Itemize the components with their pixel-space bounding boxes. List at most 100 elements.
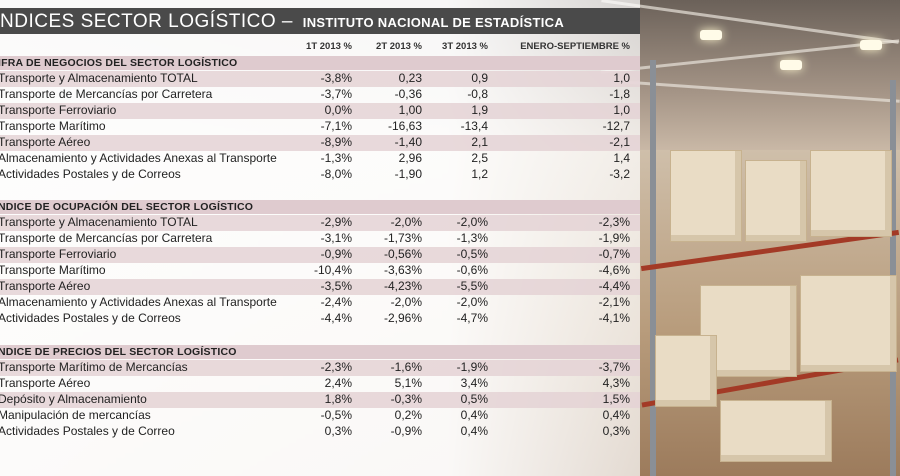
cell-1t: 1,8% [290, 392, 352, 408]
cell-3t: 3,4% [432, 376, 488, 392]
cell-3t: 0,4% [432, 424, 488, 440]
title-bar: NDICES SECTOR LOGÍSTICO – INSTITUTO NACI… [0, 8, 640, 34]
cell-ene-sep: -2,1% [560, 295, 630, 311]
section-title-cifra-negocios: IFRA DE NEGOCIOS DEL SECTOR LOGÍSTICO [0, 56, 640, 70]
row-label: Transporte y Almacenamiento TOTAL [0, 71, 198, 87]
cell-ene-sep: 1,4 [560, 151, 630, 167]
table-row: Almacenamiento y Actividades Anexas al T… [0, 295, 640, 311]
cell-1t: -0,9% [290, 247, 352, 263]
cell-2t: 2,96 [365, 151, 422, 167]
table-row: Transporte y Almacenamiento TOTAL -2,9% … [0, 215, 640, 231]
ceiling-light [780, 60, 802, 70]
cell-3t: 0,5% [432, 392, 488, 408]
cell-3t: -0,6% [432, 263, 488, 279]
cell-3t: 1,9 [432, 103, 488, 119]
section-title-precios: NDICE DE PRECIOS DEL SECTOR LOGÍSTICO [0, 345, 640, 359]
cell-1t: -7,1% [290, 119, 352, 135]
cell-2t: 5,1% [365, 376, 422, 392]
table-row: Actividades Postales y de Correo 0,3% -0… [0, 424, 640, 440]
carton-stack [720, 400, 832, 462]
table-row: Depósito y Almacenamiento 1,8% -0,3% 0,5… [0, 392, 640, 408]
table-row: Transporte Marítimo -7,1% -16,63 -13,4 -… [0, 119, 640, 135]
title-separator: – [282, 11, 293, 32]
cell-1t: -8,9% [290, 135, 352, 151]
column-header-3t: 3T 2013 % [428, 41, 488, 52]
carton-stack [655, 335, 717, 407]
carton-stack [745, 160, 807, 242]
cell-3t: -0,5% [432, 247, 488, 263]
cell-2t: -1,40 [365, 135, 422, 151]
cell-ene-sep: -2,1 [560, 135, 630, 151]
cell-1t: -2,3% [290, 360, 352, 376]
table-row: Transporte Aéreo -3,5% -4,23% -5,5% -4,4… [0, 279, 640, 295]
cell-2t: 1,00 [365, 103, 422, 119]
row-label: Transporte Marítimo [0, 263, 106, 279]
row-label: Transporte Marítimo [0, 119, 106, 135]
cell-3t: -5,5% [432, 279, 488, 295]
cell-ene-sep: -0,7% [560, 247, 630, 263]
row-label: Transporte Aéreo [0, 376, 90, 392]
row-label: Transporte Ferroviario [0, 247, 116, 263]
table-row: Almacenamiento y Actividades Anexas al T… [0, 151, 640, 167]
row-label: Actividades Postales y de Correos [0, 167, 181, 183]
carton-stack [810, 150, 892, 237]
cell-1t: -4,4% [290, 311, 352, 327]
column-header-1t: 1T 2013 % [290, 41, 352, 52]
table-row: Transporte Aéreo 2,4% 5,1% 3,4% 4,3% [0, 376, 640, 392]
cell-3t: -1,9% [432, 360, 488, 376]
cell-3t: 0,4% [432, 408, 488, 424]
cell-2t: 0,2% [365, 408, 422, 424]
ceiling-light [700, 30, 722, 40]
cell-3t: -4,7% [432, 311, 488, 327]
title-text: NDICES SECTOR LOGÍSTICO [0, 11, 276, 32]
cell-2t: -4,23% [365, 279, 422, 295]
cell-3t: -13,4 [432, 119, 488, 135]
carton-stack [670, 150, 742, 242]
row-label: Transporte Aéreo [0, 279, 90, 295]
table-row: Transporte de Mercancías por Carretera -… [0, 87, 640, 103]
cell-ene-sep: -4,1% [560, 311, 630, 327]
cell-ene-sep: 0,3% [560, 424, 630, 440]
row-label: Transporte Aéreo [0, 135, 90, 151]
cell-3t: 2,1 [432, 135, 488, 151]
cell-1t: -2,9% [290, 215, 352, 231]
row-label: Almacenamiento y Actividades Anexas al T… [0, 295, 277, 311]
table-row: Transporte Ferroviario 0,0% 1,00 1,9 1,0 [0, 103, 640, 119]
row-label: Almacenamiento y Actividades Anexas al T… [0, 151, 277, 167]
row-label: Actividades Postales y de Correo [0, 424, 175, 440]
cell-2t: -2,0% [365, 295, 422, 311]
row-label: Transporte y Almacenamiento TOTAL [0, 215, 198, 231]
cell-1t: -3,5% [290, 279, 352, 295]
table-row: Transporte Aéreo -8,9% -1,40 2,1 -2,1 [0, 135, 640, 151]
cell-1t: -1,3% [290, 151, 352, 167]
cell-ene-sep: -1,8 [560, 87, 630, 103]
cell-ene-sep: -4,4% [560, 279, 630, 295]
cell-3t: 2,5 [432, 151, 488, 167]
cell-3t: -2,0% [432, 215, 488, 231]
cell-ene-sep: 0,4% [560, 408, 630, 424]
row-label: Depósito y Almacenamiento [0, 392, 147, 408]
row-label: Transporte de Mercancías por Carretera [0, 231, 212, 247]
cell-ene-sep: -2,3% [560, 215, 630, 231]
table-row: Transporte Ferroviario -0,9% -0,56% -0,5… [0, 247, 640, 263]
cell-3t: -1,3% [432, 231, 488, 247]
section-title-ocupacion: NDICE DE OCUPACIÓN DEL SECTOR LOGÍSTICO [0, 200, 640, 214]
row-label: Actividades Postales y de Correos [0, 311, 181, 327]
data-table-panel: NDICES SECTOR LOGÍSTICO – INSTITUTO NACI… [0, 0, 640, 476]
cell-1t: -8,0% [290, 167, 352, 183]
cell-1t: -3,8% [290, 71, 352, 87]
cell-1t: 0,3% [290, 424, 352, 440]
cell-2t: -16,63 [365, 119, 422, 135]
row-label: Transporte Ferroviario [0, 103, 116, 119]
column-header-ene-sep: ENERO-SEPTIEMBRE % [495, 41, 630, 52]
cell-1t: -3,7% [290, 87, 352, 103]
column-header-2t: 2T 2013 % [362, 41, 422, 52]
cell-2t: -1,90 [365, 167, 422, 183]
table-row: Transporte Marítimo de Mercancías -2,3% … [0, 360, 640, 376]
cell-1t: 0,0% [290, 103, 352, 119]
row-label: Transporte de Mercancías por Carretera [0, 87, 212, 103]
table-row: Actividades Postales y de Correos -8,0% … [0, 167, 640, 183]
cell-2t: -2,0% [365, 215, 422, 231]
cell-ene-sep: 4,3% [560, 376, 630, 392]
cell-3t: -2,0% [432, 295, 488, 311]
